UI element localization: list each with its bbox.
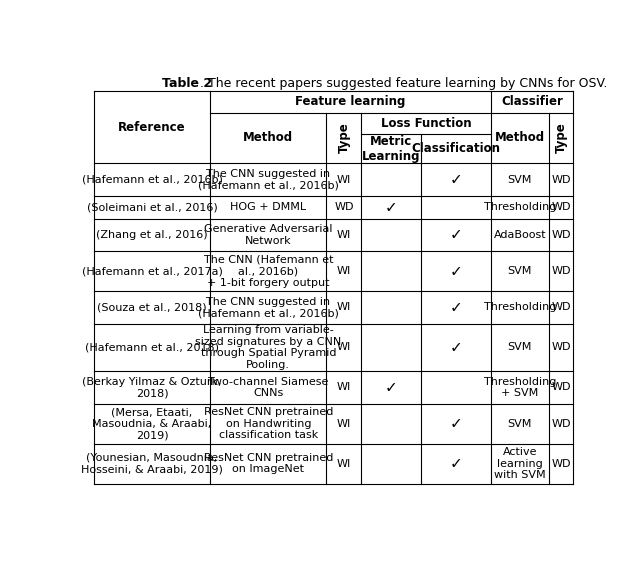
Text: Table 2: Table 2 [162, 77, 212, 90]
Text: ResNet CNN pretrained
on ImageNet: ResNet CNN pretrained on ImageNet [204, 453, 333, 474]
Text: The CNN (Hafemann et
al., 2016b)
+ 1-bit forgery output: The CNN (Hafemann et al., 2016b) + 1-bit… [204, 255, 333, 288]
Text: WD: WD [551, 174, 571, 185]
Text: (Berkay Yilmaz & Ozturk,
2018): (Berkay Yilmaz & Ozturk, 2018) [83, 376, 222, 398]
Text: AdaBoost: AdaBoost [493, 230, 546, 240]
Text: (Hafemann et al., 2016b): (Hafemann et al., 2016b) [82, 174, 223, 185]
Text: The CNN suggested in
(Hafemann et al., 2016b): The CNN suggested in (Hafemann et al., 2… [198, 169, 339, 190]
Text: SVM: SVM [508, 266, 532, 276]
Text: . The recent papers suggested feature learning by CNNs for OSV.: . The recent papers suggested feature le… [200, 77, 607, 90]
Text: Method: Method [495, 132, 545, 145]
Text: ResNet CNN pretrained
on Handwriting
classification task: ResNet CNN pretrained on Handwriting cla… [204, 407, 333, 440]
Text: Thresholding: Thresholding [484, 303, 556, 312]
Text: ✓: ✓ [449, 172, 462, 187]
Text: Generative Adversarial
Network: Generative Adversarial Network [204, 224, 333, 246]
Text: WI: WI [337, 383, 351, 392]
Text: Active
learning
with SVM: Active learning with SVM [494, 447, 546, 480]
Text: ✓: ✓ [385, 200, 397, 214]
Text: ✓: ✓ [385, 380, 397, 395]
Text: WD: WD [551, 230, 571, 240]
Text: WD: WD [551, 343, 571, 352]
Text: (Soleimani et al., 2016): (Soleimani et al., 2016) [86, 202, 218, 212]
Text: WI: WI [337, 230, 351, 240]
Text: (Zhang et al., 2016): (Zhang et al., 2016) [96, 230, 208, 240]
Text: WD: WD [551, 383, 571, 392]
Text: WI: WI [337, 343, 351, 352]
Text: (Hafemann et al., 2018): (Hafemann et al., 2018) [85, 343, 219, 352]
Text: (Hafemann et al., 2017a): (Hafemann et al., 2017a) [82, 266, 223, 276]
Text: SVM: SVM [508, 174, 532, 185]
Text: WI: WI [337, 459, 351, 468]
Text: Type: Type [554, 122, 568, 153]
Text: Metric
Learning: Metric Learning [362, 135, 420, 162]
Text: SVM: SVM [508, 419, 532, 428]
Text: WD: WD [551, 459, 571, 468]
Text: Reference: Reference [118, 121, 186, 134]
Text: Two-channel Siamese
CNNs: Two-channel Siamese CNNs [208, 376, 328, 398]
Text: (Souza et al., 2018): (Souza et al., 2018) [97, 303, 207, 312]
Text: (Mersa, Etaati,
Masoudnia, & Araabi,
2019): (Mersa, Etaati, Masoudnia, & Araabi, 201… [92, 407, 212, 440]
Text: WD: WD [551, 303, 571, 312]
Text: (Younesian, Masoudnia,
Hosseini, & Araabi, 2019): (Younesian, Masoudnia, Hosseini, & Araab… [81, 453, 223, 474]
Text: ✓: ✓ [449, 416, 462, 431]
Text: WI: WI [337, 419, 351, 428]
Text: ✓: ✓ [449, 456, 462, 471]
Text: Thresholding
+ SVM: Thresholding + SVM [484, 376, 556, 398]
Text: Classification: Classification [412, 142, 500, 155]
Text: Method: Method [243, 132, 293, 145]
Text: SVM: SVM [508, 343, 532, 352]
Text: Type: Type [337, 122, 350, 153]
Text: ✓: ✓ [449, 300, 462, 315]
Text: Classifier: Classifier [501, 96, 563, 108]
Text: WI: WI [337, 266, 351, 276]
Text: WI: WI [337, 303, 351, 312]
Text: WD: WD [334, 202, 354, 212]
Text: Feature learning: Feature learning [295, 96, 406, 108]
Text: Loss Function: Loss Function [381, 117, 471, 130]
Text: Thresholding: Thresholding [484, 202, 556, 212]
Text: HOG + DMML: HOG + DMML [230, 202, 307, 212]
Text: WD: WD [551, 202, 571, 212]
Text: WI: WI [337, 174, 351, 185]
Text: ✓: ✓ [449, 340, 462, 355]
Text: WD: WD [551, 266, 571, 276]
Text: WD: WD [551, 419, 571, 428]
Text: ✓: ✓ [449, 264, 462, 279]
Text: ✓: ✓ [449, 228, 462, 243]
Text: The CNN suggested in
(Hafemann et al., 2016b): The CNN suggested in (Hafemann et al., 2… [198, 296, 339, 318]
Text: Learning from variable-
sized signatures by a CNN
through Spatial Pyramid
Poolin: Learning from variable- sized signatures… [195, 325, 342, 370]
